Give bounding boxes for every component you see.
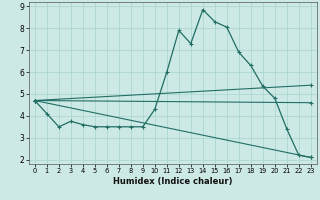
X-axis label: Humidex (Indice chaleur): Humidex (Indice chaleur) <box>113 177 233 186</box>
